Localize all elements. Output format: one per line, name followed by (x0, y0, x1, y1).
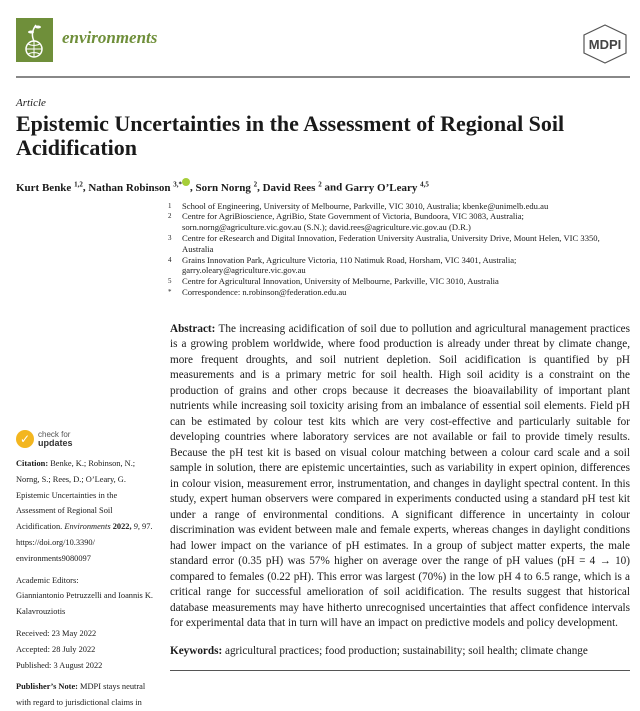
affiliation-item: 3 Centre for eResearch and Digital Innova… (168, 233, 600, 254)
abstract-label: Abstract: (170, 322, 216, 335)
abstract-text: The increasing acidification of soil due… (170, 322, 630, 630)
author[interactable]: David Rees 2 (262, 180, 322, 194)
orcid-icon[interactable] (182, 178, 191, 186)
check-for-updates-button[interactable]: ✓ check for updates (16, 430, 158, 448)
author[interactable]: Sorn Norng 2 (195, 180, 258, 194)
affiliation-item: 1 School of Engineering, University of Me… (168, 200, 549, 211)
affiliation-item: 4 Grains Innovation Park, Agriculture Vic… (168, 254, 517, 276)
article-type: Article (16, 97, 46, 109)
sidebar: ✓ check for updates Citation: Benke, K.; … (16, 430, 158, 711)
academic-editors: Academic Editors: Gianniantonio Petruzzel… (16, 575, 153, 617)
correspondence: * Correspondence: n.robinson@federation.e… (168, 287, 347, 298)
author-list: Kurt Benke 1,2, Nathan Robinson 3,*, Sor… (16, 178, 429, 194)
abstract: Abstract: The increasing acidification o… (170, 322, 630, 632)
journal-logo (16, 18, 53, 62)
keywords: Keywords: agricultural practices; food p… (170, 644, 630, 658)
globe-plant-icon (25, 24, 43, 58)
citation: Citation: Benke, K.; Robinson, N.; Norng… (16, 459, 153, 563)
dates: Received: 23 May 2022 Accepted: 28 July 2… (16, 628, 103, 670)
keywords-text: agricultural practices; food production;… (225, 644, 588, 657)
main-column: Article Epistemic Uncertainties in the A… (16, 97, 630, 671)
affiliations: 1 School of Engineering, University of Me… (168, 201, 630, 298)
author[interactable]: Kurt Benke 1,2 (16, 180, 83, 194)
checkmark-icon: ✓ (16, 430, 34, 448)
affiliation-item: 2 Centre for AgriBioscience, AgriBio, Sta… (168, 211, 524, 233)
author[interactable]: Nathan Robinson 3,* (88, 178, 191, 194)
doi-link[interactable]: 97. https://doi.org/10.3390/ environment… (16, 522, 153, 563)
svg-text:MDPI: MDPI (589, 37, 622, 52)
journal-name: environments (62, 28, 158, 47)
abstract-divider (170, 669, 630, 671)
header-divider (16, 76, 630, 78)
keywords-label: Keywords: (170, 644, 223, 657)
mdpi-logo: MDPI (582, 24, 628, 64)
article-title: Epistemic Uncertainties in the Assessmen… (16, 111, 565, 160)
publisher-note: Publisher’s Note: MDPI stays neutral wit… (16, 682, 146, 708)
affiliation-item: 5 Centre for Agricultural Innovation, Uni… (168, 276, 499, 287)
author[interactable]: Garry O’Leary 4,5 (344, 180, 429, 194)
